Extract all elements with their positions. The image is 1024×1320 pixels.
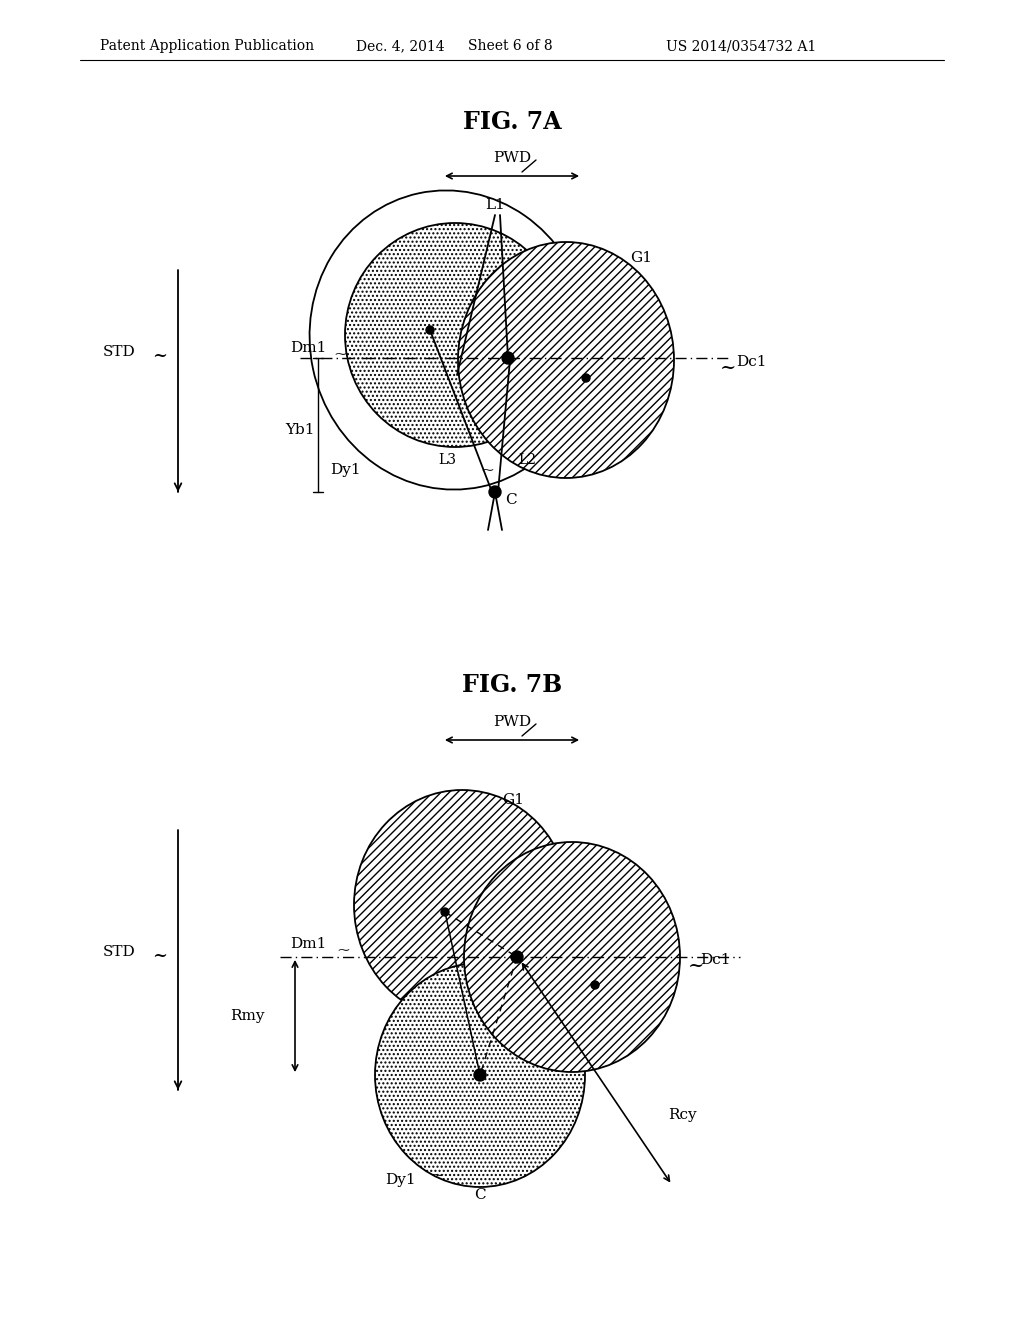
Circle shape (426, 326, 434, 334)
Text: C: C (474, 1188, 485, 1203)
Text: Sheet 6 of 8: Sheet 6 of 8 (468, 40, 553, 53)
Text: Dec. 4, 2014: Dec. 4, 2014 (356, 40, 444, 53)
Text: ~: ~ (720, 359, 736, 378)
Text: ~: ~ (152, 946, 167, 965)
Ellipse shape (375, 964, 585, 1187)
Ellipse shape (354, 789, 570, 1020)
Text: L1: L1 (485, 198, 505, 213)
Ellipse shape (458, 242, 674, 478)
Text: FIG. 7A: FIG. 7A (463, 110, 561, 135)
Text: Dm1: Dm1 (290, 937, 327, 950)
Text: ~: ~ (152, 347, 167, 366)
Ellipse shape (345, 223, 565, 447)
Text: STD: STD (103, 945, 136, 960)
Circle shape (511, 950, 523, 964)
Text: Rcy: Rcy (668, 1107, 696, 1122)
Text: L2: L2 (518, 453, 536, 467)
Text: ~: ~ (430, 1167, 444, 1184)
Text: L3: L3 (438, 453, 456, 467)
Text: US 2014/0354732 A1: US 2014/0354732 A1 (666, 40, 816, 53)
Text: G1: G1 (630, 251, 652, 265)
Text: G1: G1 (502, 793, 524, 807)
Circle shape (591, 981, 599, 989)
Circle shape (474, 1069, 486, 1081)
Ellipse shape (464, 842, 680, 1072)
Text: Rmy: Rmy (230, 1008, 264, 1023)
Text: Dc1: Dc1 (700, 953, 730, 968)
Text: ~: ~ (688, 957, 705, 975)
Text: Yb1: Yb1 (285, 422, 314, 437)
Text: Dm1: Dm1 (290, 341, 327, 355)
Text: STD: STD (103, 345, 136, 359)
Text: Dy1: Dy1 (330, 463, 360, 477)
Circle shape (582, 374, 590, 381)
Text: ~: ~ (333, 346, 347, 363)
Text: ~: ~ (336, 941, 350, 958)
Text: PWD: PWD (493, 715, 531, 729)
Circle shape (502, 352, 514, 364)
Text: FIG. 7B: FIG. 7B (462, 673, 562, 697)
Text: C: C (505, 492, 517, 507)
Ellipse shape (309, 190, 591, 490)
Text: Patent Application Publication: Patent Application Publication (100, 40, 314, 53)
Text: PWD: PWD (493, 150, 531, 165)
Text: Dy1: Dy1 (385, 1173, 416, 1187)
Circle shape (441, 908, 449, 916)
Text: ~: ~ (480, 462, 494, 479)
Circle shape (489, 486, 501, 498)
Text: Dc1: Dc1 (736, 355, 767, 370)
